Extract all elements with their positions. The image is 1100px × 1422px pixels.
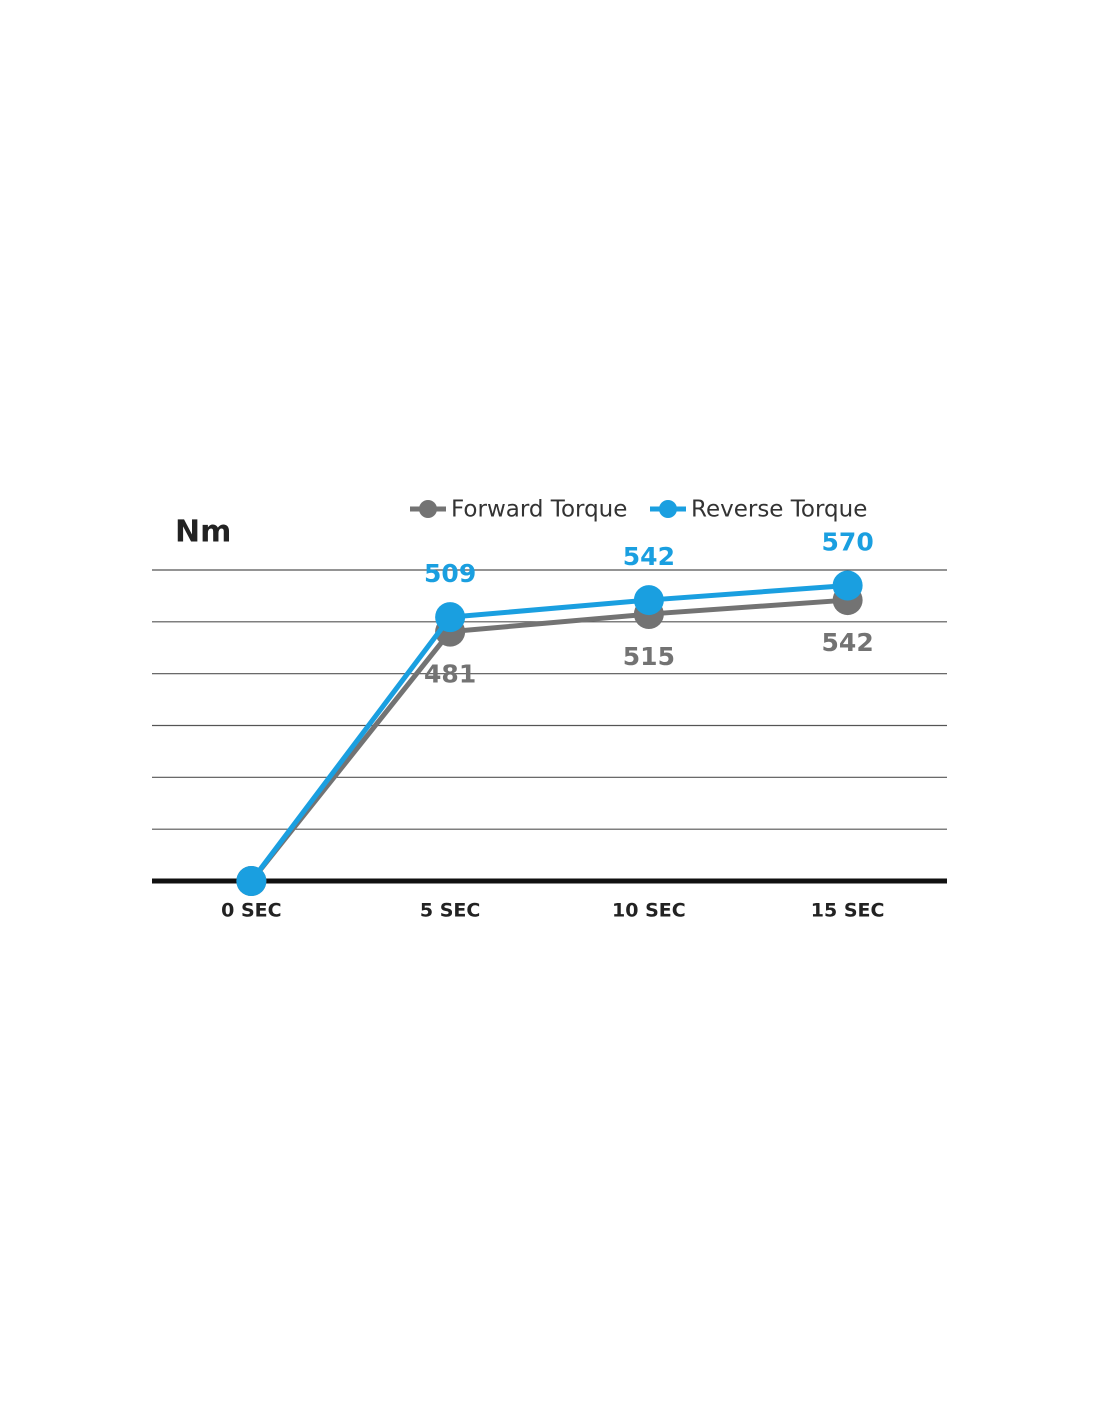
series-line bbox=[249, 597, 848, 883]
legend-marker bbox=[419, 500, 437, 518]
x-tick-label: 5 SEC bbox=[420, 900, 480, 922]
y-axis-label: Nm bbox=[175, 515, 231, 550]
x-tick-label: 0 SEC bbox=[221, 900, 281, 922]
data-label: 542 bbox=[623, 542, 675, 571]
data-point bbox=[832, 570, 863, 601]
data-point bbox=[633, 585, 664, 616]
data-point bbox=[435, 602, 466, 633]
data-label: 481 bbox=[424, 660, 476, 689]
data-label: 515 bbox=[623, 642, 675, 671]
data-label: 542 bbox=[822, 628, 874, 657]
x-tick-label: 15 SEC bbox=[811, 900, 885, 922]
series-line bbox=[249, 583, 848, 883]
data-point bbox=[236, 866, 267, 896]
data-label: 509 bbox=[424, 559, 476, 588]
x-tick-label: 10 SEC bbox=[612, 900, 686, 922]
legend-marker bbox=[659, 500, 677, 518]
legend-label: Reverse Torque bbox=[691, 497, 867, 523]
legend-label: Forward Torque bbox=[451, 497, 627, 523]
data-label: 570 bbox=[822, 528, 874, 557]
